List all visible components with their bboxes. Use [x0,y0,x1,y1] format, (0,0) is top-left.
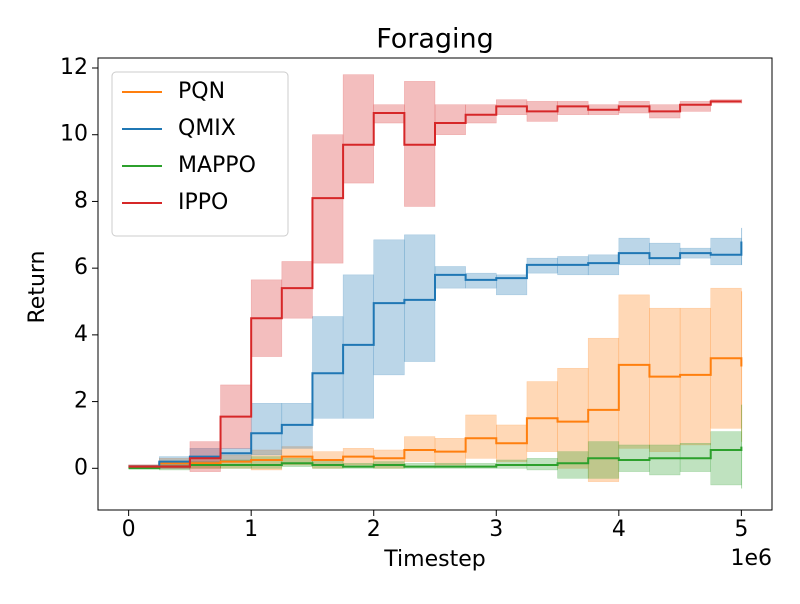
x-tick-label: 1 [244,517,258,542]
legend-label: QMIX [178,116,236,141]
x-axis-label: Timestep [383,547,485,572]
plot-frame [97,57,773,511]
confidence-band [587,441,620,479]
confidence-band [587,254,620,276]
confidence-band [220,448,252,462]
confidence-band [250,403,283,456]
y-tick-label: 0 [74,455,88,480]
confidence-band [710,237,742,266]
confidence-band [312,316,344,419]
series-band [128,227,743,469]
confidence-band [281,261,313,319]
confidence-band [373,239,405,376]
x-offset-label: 1e6 [730,546,772,571]
y-tick-label: 2 [74,389,88,414]
confidence-band [434,266,466,289]
confidence-band [618,444,650,472]
confidence-band [342,274,374,419]
y-tick-label: 6 [74,255,88,280]
y-tick-label: 8 [74,188,88,213]
confidence-band [250,456,283,469]
confidence-band [465,414,497,459]
confidence-band [649,444,681,476]
confidence-band [557,101,589,115]
legend-label: IPPO [178,190,228,215]
confidence-band [526,381,558,452]
confidence-band [679,101,711,112]
series-line [128,357,743,468]
y-tick-label: 4 [74,322,88,347]
y-axis-label: Return [25,250,50,323]
confidence-band [649,242,681,266]
series-line [128,100,742,468]
legend-label: PQN [178,79,225,104]
chart-title: Foraging [376,24,494,55]
x-tick-label: 3 [489,517,503,542]
legend-label: MAPPO [178,153,256,178]
series-line [128,241,743,468]
confidence-band [649,307,681,452]
confidence-band [496,274,528,296]
confidence-band [557,367,589,469]
confidence-band [618,237,650,266]
confidence-band [434,104,466,135]
confidence-band [710,431,742,486]
confidence-band [342,74,374,184]
y-tick-label: 12 [60,55,88,80]
confidence-band [679,307,711,446]
confidence-band [618,294,650,449]
series-line [128,446,743,470]
x-tick-label: 2 [367,517,381,542]
confidence-band [404,234,436,362]
x-tick-label: 0 [122,517,136,542]
confidence-band [741,99,743,104]
x-tick-label: 4 [612,517,626,542]
series-band [128,287,743,482]
x-tick-label: 5 [734,517,748,542]
legend: PQN QMIX MAPPO IPPO [111,71,289,237]
confidence-band [557,451,589,479]
legend-box [111,71,289,237]
y-tick-label: 10 [60,122,88,147]
